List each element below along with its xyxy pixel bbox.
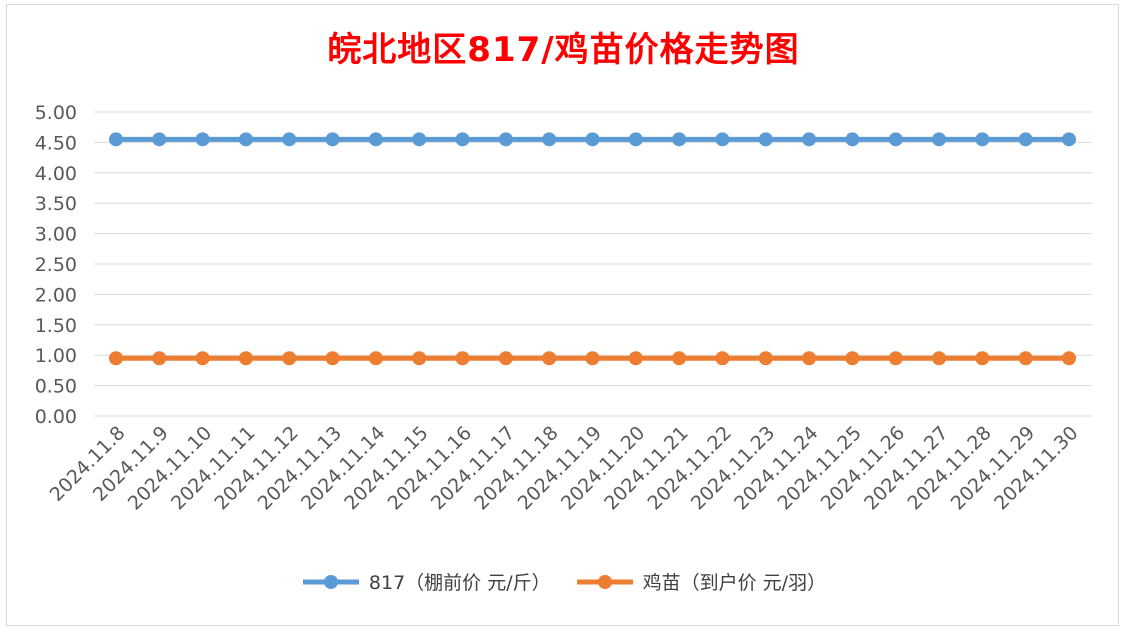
data-point (412, 132, 427, 147)
data-point (845, 351, 860, 366)
data-point (975, 351, 990, 366)
y-tick-label: 0.50 (35, 376, 77, 398)
data-point (672, 351, 687, 366)
y-tick-label: 3.50 (35, 193, 77, 215)
data-point (455, 132, 470, 147)
data-point (585, 132, 600, 147)
data-point (368, 351, 383, 366)
data-point (715, 351, 730, 366)
data-point (975, 132, 990, 147)
legend-swatch (576, 574, 633, 589)
data-point (1062, 351, 1076, 366)
legend-marker (323, 574, 338, 589)
data-point (238, 132, 253, 147)
data-point (325, 351, 340, 366)
data-point (888, 132, 903, 147)
data-point (802, 132, 817, 147)
data-point (628, 351, 643, 366)
data-point (498, 351, 513, 366)
data-point (282, 351, 297, 366)
data-point (628, 132, 643, 147)
data-point (368, 132, 383, 147)
data-point (455, 351, 470, 366)
data-point (109, 132, 123, 147)
data-point (758, 132, 773, 147)
data-point (845, 132, 860, 147)
data-point (672, 132, 687, 147)
data-point (325, 132, 340, 147)
data-point (282, 132, 297, 147)
legend-item: 817（棚前价 元/斤） (301, 568, 551, 595)
legend-item: 鸡苗（到户价 元/羽） (575, 568, 826, 595)
data-point (542, 132, 557, 147)
chart-title: 皖北地区817/鸡苗价格走势图 (327, 30, 800, 70)
legend-swatch (302, 574, 359, 589)
y-tick-label: 2.50 (35, 254, 77, 276)
chart-legend: 817（棚前价 元/斤） 鸡苗（到户价 元/羽） (0, 568, 1127, 595)
data-point (152, 351, 167, 366)
y-tick-label: 4.00 (35, 163, 77, 185)
data-point (1018, 351, 1033, 366)
data-point (888, 351, 903, 366)
data-point (498, 132, 513, 147)
data-point (238, 351, 253, 366)
chart-frame (6, 4, 1119, 626)
data-point (195, 351, 210, 366)
legend-label: 817（棚前价 元/斤） (368, 572, 551, 594)
data-point (152, 132, 167, 147)
y-tick-label: 1.50 (35, 315, 77, 337)
legend-label: 鸡苗（到户价 元/羽） (642, 572, 827, 594)
y-tick-label: 0.00 (35, 406, 77, 428)
y-tick-label: 3.00 (35, 224, 77, 246)
data-point (1018, 132, 1033, 147)
y-tick-label: 4.50 (35, 132, 77, 154)
y-tick-label: 5.00 (35, 102, 77, 124)
y-tick-label: 2.00 (35, 284, 77, 306)
data-point (758, 351, 773, 366)
data-point (802, 351, 817, 366)
data-point (585, 351, 600, 366)
data-point (1062, 132, 1076, 147)
data-point (109, 351, 123, 366)
data-point (412, 351, 427, 366)
data-point (932, 132, 947, 147)
y-tick-label: 1.00 (35, 345, 77, 367)
legend-marker (597, 574, 612, 589)
data-point (715, 132, 730, 147)
data-point (195, 132, 210, 147)
data-point (932, 351, 947, 366)
data-point (542, 351, 557, 366)
